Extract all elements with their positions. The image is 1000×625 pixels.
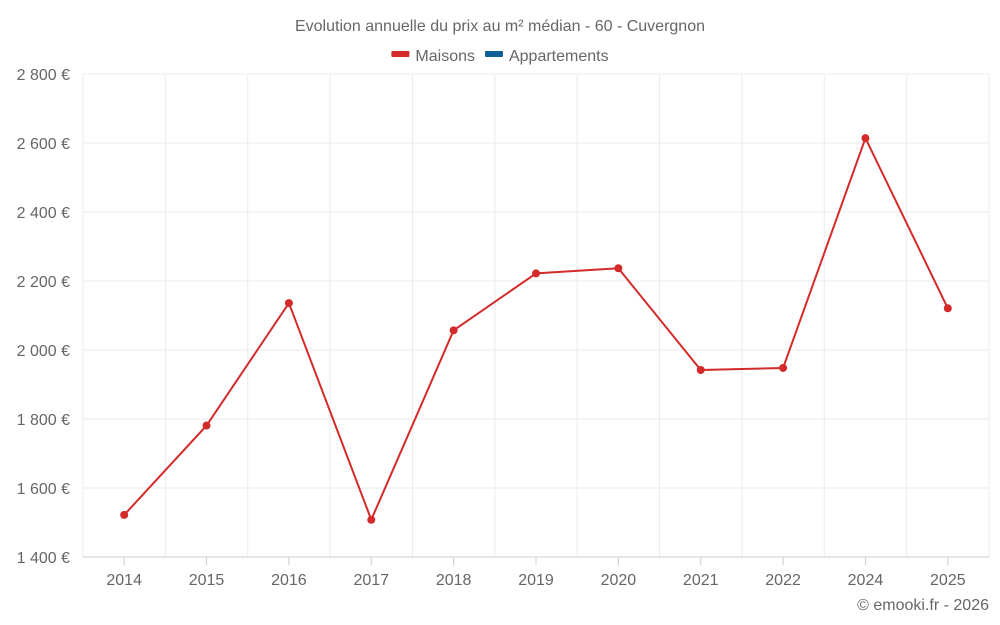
y-tick-label: 1 400 € (17, 550, 70, 567)
y-tick-label: 2 000 € (17, 343, 70, 360)
x-tick-label: 2018 (436, 572, 472, 589)
data-point (202, 421, 211, 430)
data-point (943, 304, 952, 313)
data-point (696, 366, 705, 375)
y-tick-label: 1 800 € (17, 412, 70, 429)
axes: 1 400 € 1 600 € 1 800 € 2 000 € 2 200 € 2 400… (17, 67, 989, 589)
x-tick-label: 2016 (271, 572, 307, 589)
data-point (449, 326, 458, 335)
credit-text: © emooki.fr - 2026 (857, 597, 989, 614)
x-tick-label: 2019 (518, 572, 554, 589)
legend: Maisons Appartements (391, 48, 609, 65)
data-point (120, 510, 129, 519)
data-point (614, 264, 623, 273)
legend-swatch-maisons (391, 51, 410, 57)
y-tick-label: 2 600 € (17, 136, 70, 153)
x-tick-label: 2015 (189, 572, 225, 589)
y-tick-label: 2 400 € (17, 205, 70, 222)
grid (82, 73, 990, 557)
legend-swatch-appartements (484, 51, 503, 57)
data-point (779, 363, 788, 372)
y-tick-label: 1 600 € (17, 481, 70, 498)
y-tick-label: 2 200 € (17, 274, 70, 291)
x-tick-label: 2017 (353, 572, 389, 589)
x-tick-label: 2025 (930, 572, 966, 589)
x-tick-label: 2020 (601, 572, 637, 589)
x-tick-label: 2024 (848, 572, 884, 589)
data-point (367, 515, 376, 524)
data-point (284, 299, 293, 308)
x-tick-label: 2021 (683, 572, 719, 589)
series (120, 134, 952, 524)
data-point (532, 269, 540, 278)
x-tick-label: 2022 (765, 572, 801, 589)
legend-label-maisons: Maisons (415, 48, 475, 65)
chart-title: Evolution annuelle du prix au m² médian … (295, 18, 705, 35)
labels: Evolution annuelle du prix au m² médian … (295, 18, 989, 614)
x-tick-label: 2014 (106, 572, 142, 589)
legend-label-appartements: Appartements (509, 48, 609, 65)
y-tick-label: 2 800 € (17, 67, 70, 84)
data-point (861, 134, 870, 143)
